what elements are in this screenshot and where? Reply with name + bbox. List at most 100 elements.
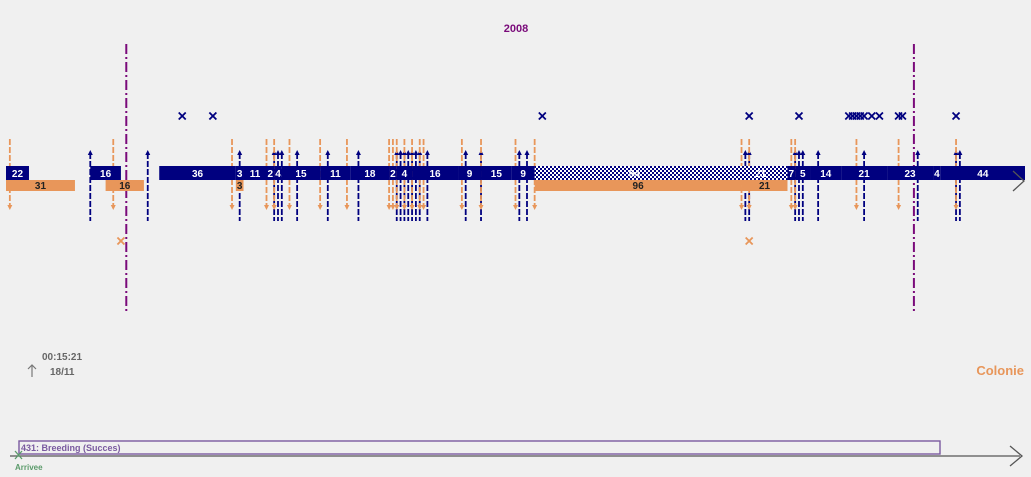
- navy-marker-head-icon: [957, 150, 963, 155]
- orange-marker-head-icon: [263, 205, 269, 210]
- navy-marker-head-icon: [815, 150, 821, 155]
- navy-segment: [90, 166, 121, 180]
- navy-segment-label: 44: [977, 169, 989, 180]
- navy-segment-label: 9: [520, 169, 526, 180]
- navy-segment: [396, 166, 413, 180]
- navy-segment-label: 4: [934, 169, 940, 180]
- navy-marker-head-icon: [413, 150, 419, 155]
- navy-marker-head-icon: [355, 150, 361, 155]
- navy-segment-label: 9: [467, 169, 473, 180]
- navy-segment: [350, 166, 390, 180]
- breeding-bar-label: 431: Breeding (Succes): [21, 443, 121, 453]
- navy-x-icon: [538, 111, 547, 121]
- navy-marker-head-icon: [325, 150, 331, 155]
- track-arrow-icon: [1012, 170, 1025, 192]
- bottom-track-arrow-icon: [1009, 445, 1024, 467]
- navy-segment-label: 5: [800, 169, 806, 180]
- orange-marker-head-icon: [792, 205, 798, 210]
- orange-bar-track: 31 16 3 96 21: [6, 180, 788, 192]
- navy-marker-head-icon: [915, 150, 921, 155]
- timestamp-time: 00:15:21: [42, 352, 82, 363]
- navy-x-icon: [898, 111, 907, 121]
- orange-segment: [534, 180, 742, 191]
- navy-segment-label: 18: [364, 169, 376, 180]
- navy-marker-head-icon: [524, 150, 530, 155]
- navy-segment: [933, 166, 941, 180]
- navy-segment: [274, 166, 282, 180]
- orange-marker-head-icon: [746, 205, 752, 210]
- navy-marker-head-icon: [237, 150, 243, 155]
- navy-segment: [841, 166, 888, 180]
- orange-marker-head-icon: [271, 205, 277, 210]
- navy-segment: [6, 166, 29, 180]
- navy-segment: [733, 166, 788, 180]
- orange-marker-head-icon: [344, 205, 350, 210]
- orange-segment-label: 21: [759, 181, 771, 192]
- navy-x-icon: [951, 111, 961, 121]
- navy-segment: [281, 166, 321, 180]
- navy-segment: [481, 166, 512, 180]
- navy-segment-label: 15: [295, 169, 307, 180]
- navy-segment-label: 16: [100, 169, 112, 180]
- orange-marker-head-icon: [317, 205, 323, 210]
- navy-segment: [810, 166, 842, 180]
- breeding-bar[interactable]: [18, 440, 941, 455]
- orange-marker-head-icon: [409, 205, 415, 210]
- orange-segment-label: 96: [633, 181, 645, 192]
- navy-segment: [940, 166, 1025, 180]
- navy-segment-label: 4: [275, 169, 281, 180]
- navy-segment-label: 15: [491, 169, 503, 180]
- navy-segment: [320, 166, 351, 180]
- orange-marker-head-icon: [513, 205, 518, 210]
- arrival-marker: Arrivee: [14, 450, 43, 472]
- navy-segment: [887, 166, 934, 180]
- navy-segment-label: 94: [629, 169, 641, 180]
- orange-marker-head-icon: [386, 205, 392, 210]
- orange-marker-head-icon: [788, 205, 794, 210]
- navy-marker-head-icon: [516, 150, 522, 155]
- navy-marker-head-icon: [796, 150, 802, 155]
- navy-segment: [795, 166, 811, 180]
- orange-marker-head-icon: [459, 205, 465, 210]
- orange-segment-label: 3: [237, 181, 243, 192]
- navy-segment: [159, 166, 236, 180]
- navy-segment-label: 14: [820, 169, 832, 180]
- orange-marker-head-icon: [739, 205, 745, 210]
- navy-segment-label: 2: [268, 169, 274, 180]
- navy-x-icon: [875, 111, 884, 121]
- navy-segment: [787, 166, 796, 180]
- navy-segment: [235, 166, 244, 180]
- orange-segment: [235, 180, 244, 191]
- navy-marker-head-icon: [87, 150, 93, 155]
- arrival-x-icon-stroke: [14, 450, 23, 460]
- navy-segment-label: 3: [237, 169, 243, 180]
- navy-marker-head-icon: [861, 150, 867, 155]
- navy-x-icon: [745, 111, 754, 121]
- timestamp-date: 18/11: [50, 367, 75, 378]
- navy-segment-label: 21: [755, 169, 767, 180]
- navy-segment: [534, 166, 734, 180]
- navy-segment: [243, 166, 267, 180]
- navy-segment-label: 22: [12, 169, 24, 180]
- navy-segment: [511, 166, 535, 180]
- navy-marker-head-icon: [424, 150, 430, 155]
- navy-segment: [458, 166, 482, 180]
- orange-marker-head-icon: [394, 205, 400, 210]
- orange-marker-head-icon: [286, 205, 292, 210]
- navy-x-icon: [859, 111, 869, 121]
- navy-segment-label: 21: [859, 169, 871, 180]
- orange-segment: [105, 180, 144, 191]
- navy-marker-head-icon: [800, 150, 806, 155]
- navy-segment-label: 23: [905, 169, 917, 180]
- navy-segment: [389, 166, 397, 180]
- orange-segment: [6, 180, 75, 191]
- orange-marker-head-icon: [532, 205, 538, 210]
- navy-segment-label: 11: [330, 169, 341, 180]
- timestamp-block: 00:15:21 18/11: [27, 352, 82, 378]
- orange-marker-head-icon: [853, 205, 859, 210]
- orange-segment: [741, 180, 788, 191]
- navy-segment-label: 4: [402, 169, 408, 180]
- orange-marker-head-icon: [229, 205, 235, 210]
